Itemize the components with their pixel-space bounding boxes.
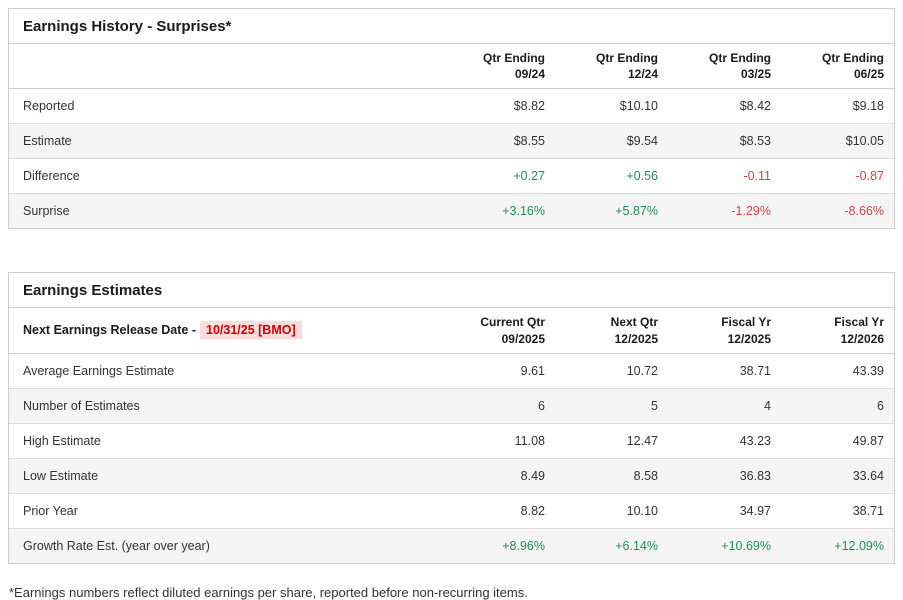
value-cell: +12.09% [834, 538, 884, 553]
value-cell: 10.72 [555, 353, 668, 389]
value-cell: $8.55 [442, 123, 555, 160]
earnings-history-section: Earnings History - Surprises* Qtr Ending… [8, 8, 895, 230]
value-cell: 38.71 [668, 353, 781, 389]
corner-cell [9, 44, 442, 90]
value-cell: 6 [781, 388, 894, 424]
value-cell: 43.23 [668, 423, 781, 459]
table-row: Surprise +3.16% +5.87% -1.29% -8.66% [9, 193, 894, 229]
value-cell: 38.71 [781, 493, 894, 529]
value-cell: 33.64 [781, 458, 894, 494]
footnote: *Earnings numbers reflect diluted earnin… [9, 584, 528, 600]
earnings-estimates-table: Next Earnings Release Date - 10/31/25 [BM… [9, 308, 894, 563]
value-cell: $8.42 [668, 88, 781, 125]
value-cell: -8.66% [844, 204, 884, 219]
value-cell: 8.49 [442, 458, 555, 494]
earnings-history-header-row: Qtr Ending 09/24 Qtr Ending 12/24 Qtr Ending… [9, 44, 894, 90]
value-cell: +5.87% [615, 204, 658, 219]
value-cell: $9.18 [781, 88, 894, 125]
row-label: Low Estimate [9, 458, 442, 494]
row-label: Prior Year [9, 493, 442, 529]
table-row: Reported $8.82 $10.10 $8.42 $9.18 [9, 88, 894, 125]
column-header: Current Qtr 09/2025 [442, 308, 555, 354]
column-header: Next Qtr 12/2025 [555, 308, 668, 354]
value-cell: $10.05 [781, 123, 894, 160]
table-row: Difference +0.27 +0.56 -0.11 -0.87 [9, 158, 894, 195]
release-date-value: 10/31/25 [BMO] [200, 321, 302, 340]
value-cell: 6 [442, 388, 555, 424]
column-header: Qtr Ending 03/25 [668, 44, 781, 90]
value-cell: -1.29% [731, 204, 771, 219]
row-label: Difference [9, 158, 442, 195]
value-cell: +3.16% [502, 204, 545, 219]
value-cell: 49.87 [781, 423, 894, 459]
column-header: Qtr Ending 12/24 [555, 44, 668, 90]
value-cell: 34.97 [668, 493, 781, 529]
value-cell: 8.82 [442, 493, 555, 529]
value-cell: 4 [668, 388, 781, 424]
value-cell: 5 [555, 388, 668, 424]
next-earnings-release-cell: Next Earnings Release Date - 10/31/25 [BM… [9, 308, 442, 354]
row-label: High Estimate [9, 423, 442, 459]
column-header: Qtr Ending 06/25 [781, 44, 894, 90]
value-cell: $8.53 [668, 123, 781, 160]
value-cell: +0.27 [442, 158, 555, 195]
row-label: Estimate [9, 123, 442, 160]
table-row: Low Estimate 8.49 8.58 36.83 33.64 [9, 458, 894, 494]
table-row: Growth Rate Est. (year over year) +8.96% +… [9, 528, 894, 563]
value-cell: +6.14% [615, 538, 658, 553]
column-header: Fiscal Yr 12/2026 [781, 308, 894, 354]
row-label: Growth Rate Est. (year over year) [23, 538, 210, 553]
value-cell: 11.08 [442, 423, 555, 459]
value-cell: $8.82 [442, 88, 555, 125]
value-cell: 10.10 [555, 493, 668, 529]
table-row: Estimate $8.55 $9.54 $8.53 $10.05 [9, 123, 894, 160]
value-cell: 43.39 [781, 353, 894, 389]
value-cell: 36.83 [668, 458, 781, 494]
table-row: Average Earnings Estimate 9.61 10.72 38.71 4… [9, 353, 894, 389]
value-cell: -0.11 [668, 158, 781, 195]
value-cell: -0.87 [781, 158, 894, 195]
value-cell: 9.61 [442, 353, 555, 389]
row-label: Surprise [23, 204, 70, 219]
earnings-estimates-header-row: Next Earnings Release Date - 10/31/25 [BM… [9, 308, 894, 354]
row-label: Average Earnings Estimate [9, 353, 442, 389]
value-cell: 12.47 [555, 423, 668, 459]
earnings-history-table: Qtr Ending 09/24 Qtr Ending 12/24 Qtr Ending… [9, 44, 894, 229]
table-row: Prior Year 8.82 10.10 34.97 38.71 [9, 493, 894, 529]
column-header: Qtr Ending 09/24 [442, 44, 555, 90]
value-cell: +10.69% [721, 538, 771, 553]
table-row: Number of Estimates 6 5 4 6 [9, 388, 894, 424]
value-cell: $10.10 [555, 88, 668, 125]
column-header: Fiscal Yr 12/2025 [668, 308, 781, 354]
row-label: Number of Estimates [9, 388, 442, 424]
earnings-estimates-section: Earnings Estimates Next Earnings Release… [8, 272, 895, 564]
value-cell: +0.56 [555, 158, 668, 195]
row-label: Reported [9, 88, 442, 125]
earnings-estimates-title: Earnings Estimates [9, 273, 894, 309]
value-cell: 8.58 [555, 458, 668, 494]
release-date-label: Next Earnings Release Date - [23, 323, 196, 338]
value-cell: $9.54 [555, 123, 668, 160]
table-row: High Estimate 11.08 12.47 43.23 49.87 [9, 423, 894, 459]
earnings-history-title: Earnings History - Surprises* [9, 9, 894, 44]
value-cell: +8.96% [502, 538, 545, 553]
